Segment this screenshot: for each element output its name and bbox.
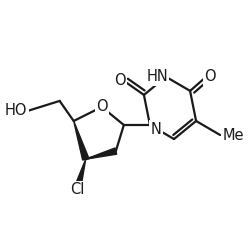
Text: O: O [114, 73, 126, 88]
Text: HN: HN [146, 69, 168, 84]
Text: HO: HO [5, 104, 28, 118]
Text: N: N [150, 122, 162, 136]
Polygon shape [74, 159, 86, 188]
Polygon shape [86, 148, 117, 159]
Polygon shape [74, 121, 89, 160]
Text: Me: Me [222, 128, 244, 142]
Text: Cl: Cl [70, 182, 85, 197]
Text: O: O [96, 100, 108, 114]
Text: O: O [204, 69, 216, 84]
